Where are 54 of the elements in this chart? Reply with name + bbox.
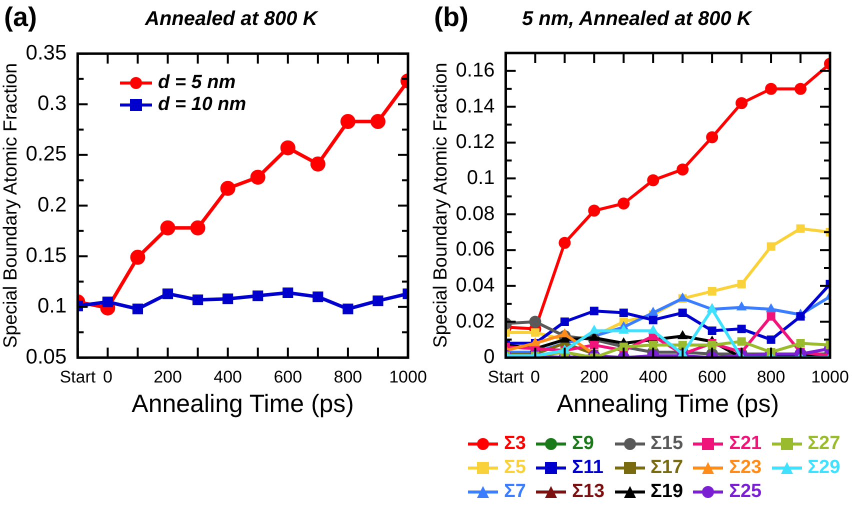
legend-label: Σ17: [650, 457, 684, 479]
legend-label: Σ15: [650, 433, 684, 455]
chart-title: 5 nm, Annealed at 800 K: [522, 8, 752, 31]
legend-label: Σ13: [572, 481, 605, 503]
y-tick-label: 0.35: [26, 41, 67, 64]
legend-label: Σ29: [808, 457, 840, 479]
legend-label: Σ19: [650, 481, 684, 503]
y-tick-label: 0.05: [26, 345, 67, 368]
y-tick-label: 0.06: [456, 238, 495, 261]
y-tick-label: 0.04: [456, 274, 495, 296]
y-tick-label: 0.25: [26, 142, 67, 166]
legend-label: d = 5 nm: [158, 72, 236, 94]
x-tick-label: Start: [488, 367, 524, 386]
text: (a): [4, 2, 37, 33]
x-tick-label: 600: [698, 367, 726, 386]
y-tick-label: 0: [484, 346, 495, 368]
y-tick-label: 0.3: [37, 92, 67, 116]
y-tick-label: 0.1: [466, 166, 495, 189]
legend-label: Σ21: [729, 433, 762, 455]
x-tick-label: 800: [334, 367, 362, 386]
x-tick-label: 0: [530, 367, 540, 386]
x-tick-label: 200: [580, 367, 608, 386]
x-tick-label: 400: [638, 367, 668, 386]
x-tick-label: 400: [214, 367, 242, 386]
legend-label: Σ27: [808, 433, 840, 455]
y-tick-label: 0.16: [456, 59, 495, 82]
text: (b): [434, 2, 468, 33]
legend-label: Σ3: [504, 433, 526, 455]
x-tick-label: 200: [154, 367, 182, 386]
x-tick-label: 600: [274, 367, 302, 386]
x-tick-label: 1000: [811, 367, 849, 386]
y-axis-title: Special Boundary Atomic Fraction: [0, 63, 22, 348]
legend-label: Σ23: [729, 457, 762, 479]
legend-label: Σ7: [504, 481, 526, 503]
y-tick-label: 0.15: [26, 244, 67, 268]
y-tick-label: 0.1: [37, 294, 67, 318]
y-axis-title: Special Boundary Atomic Fraction: [430, 62, 452, 348]
y-tick-label: 0.2: [37, 193, 67, 216]
y-tick-label: 0.14: [456, 95, 495, 118]
legend-label: Σ11: [572, 457, 604, 479]
legend-label: d = 10 nm: [158, 94, 246, 116]
y-tick-label: 0.08: [456, 202, 495, 225]
y-tick-label: 0.12: [456, 131, 495, 154]
x-axis-title: Annealing Time (ps): [132, 390, 354, 418]
x-tick-label: 0: [102, 367, 112, 386]
legend-label: Σ5: [504, 457, 526, 479]
x-tick-label: 1000: [389, 367, 427, 386]
x-axis-title: Annealing Time (ps): [556, 390, 780, 418]
x-tick-label: Start: [60, 367, 96, 386]
legend-label: Σ25: [729, 481, 762, 503]
legend-label: Σ9: [572, 433, 594, 455]
y-tick-label: 0.02: [456, 310, 495, 332]
x-tick-label: 800: [756, 367, 786, 386]
chart-title: Annealed at 800 K: [145, 8, 318, 31]
